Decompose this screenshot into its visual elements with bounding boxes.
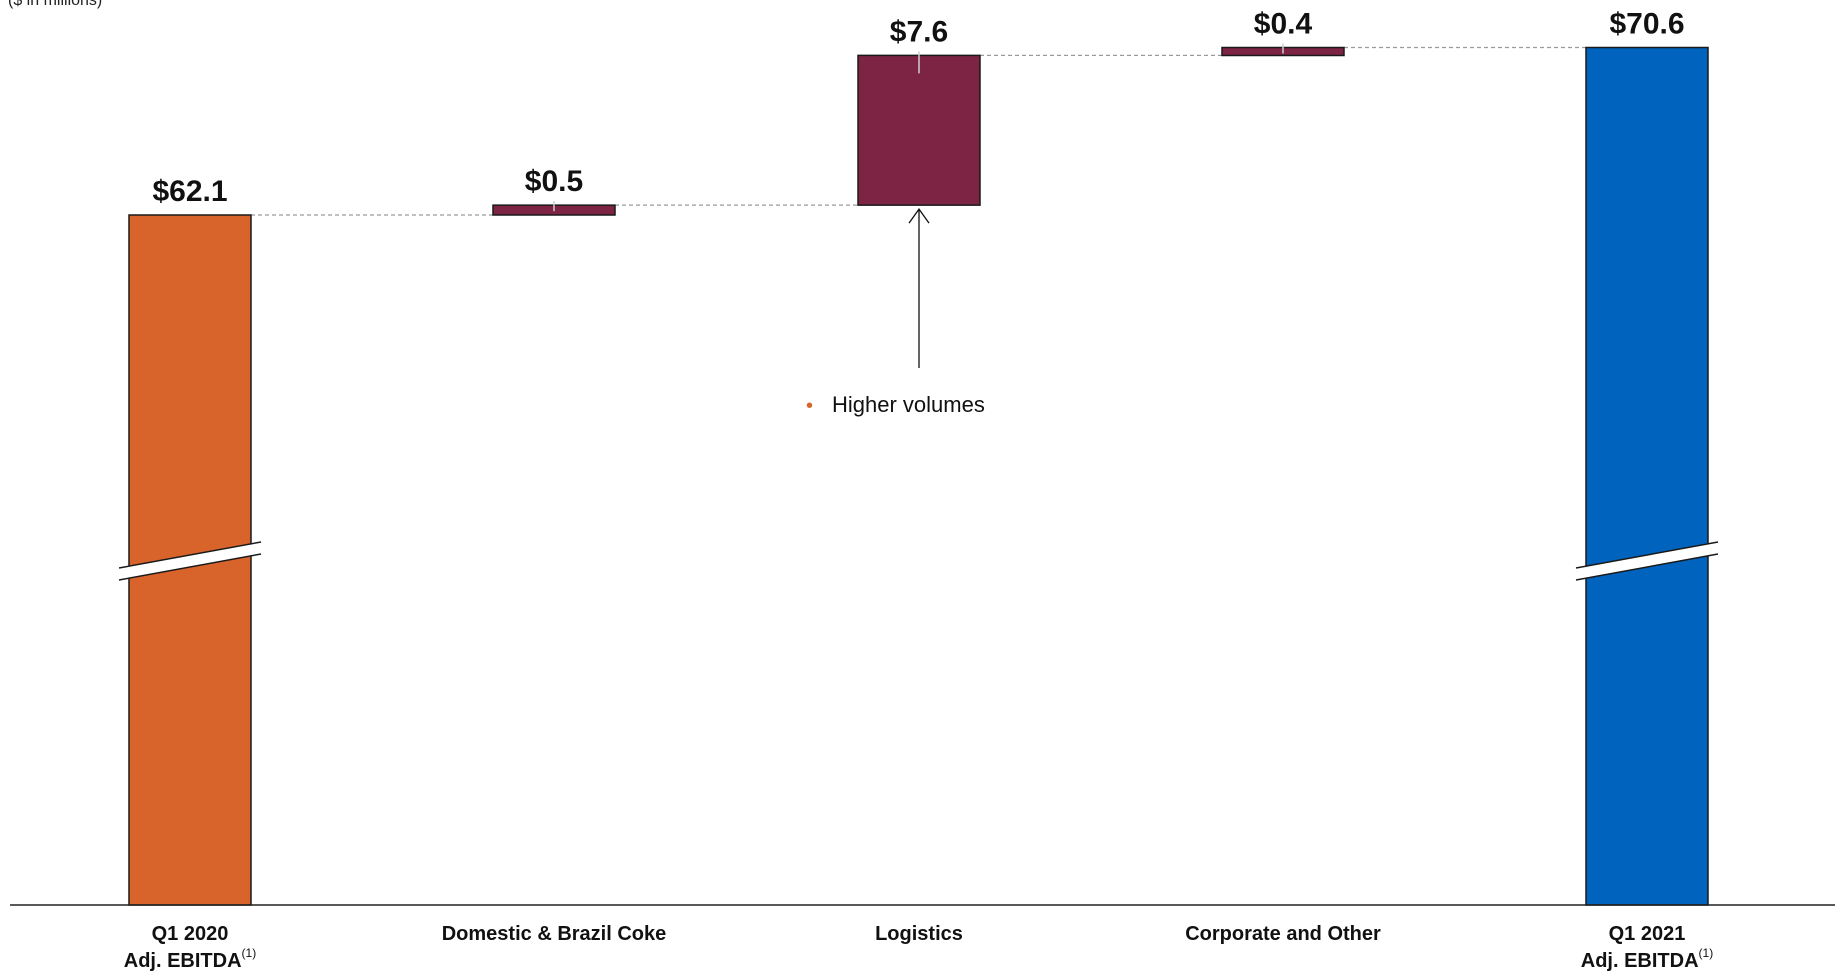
axis-break-gap <box>1576 542 1718 580</box>
category-label: Q1 2020 <box>152 923 229 945</box>
axis-break-group <box>118 541 1719 581</box>
unit-note: ($ in millions) <box>8 0 103 9</box>
annotation-group: • Higher volumes <box>806 208 985 417</box>
value-label: $0.4 <box>1254 8 1313 41</box>
category-label: Q1 2021 <box>1609 923 1686 945</box>
category-label: Adj. EBITDA(1) <box>1581 946 1713 972</box>
axis-break-gap <box>119 542 261 580</box>
annotation-text: Higher volumes <box>832 392 985 417</box>
connector-lines <box>251 46 1586 216</box>
value-label: $7.6 <box>890 15 948 48</box>
category-label: Corporate and Other <box>1185 923 1381 945</box>
footnote-marker: (1) <box>1699 946 1714 960</box>
footnote-marker: (1) <box>242 946 257 960</box>
category-label: Domestic & Brazil Coke <box>442 923 667 945</box>
value-label: $70.6 <box>1609 8 1684 41</box>
category-label: Adj. EBITDA(1) <box>124 946 256 972</box>
axis-break-line <box>1575 553 1719 581</box>
bar-group <box>128 43 1709 906</box>
value-label: $0.5 <box>525 165 583 198</box>
total-bar <box>1585 46 1709 906</box>
axis-break-line <box>1575 541 1719 569</box>
category-label: Logistics <box>875 923 963 945</box>
delta-bar <box>857 54 981 206</box>
arrowhead-icon <box>908 208 930 224</box>
bullet-icon: • <box>806 395 813 417</box>
value-label-group: $62.1 $0.5 $7.6 $0.4 $70.6 <box>152 8 1684 209</box>
axis-break-line <box>118 541 262 569</box>
axis-break-line <box>118 553 262 581</box>
value-label: $62.1 <box>152 175 227 208</box>
